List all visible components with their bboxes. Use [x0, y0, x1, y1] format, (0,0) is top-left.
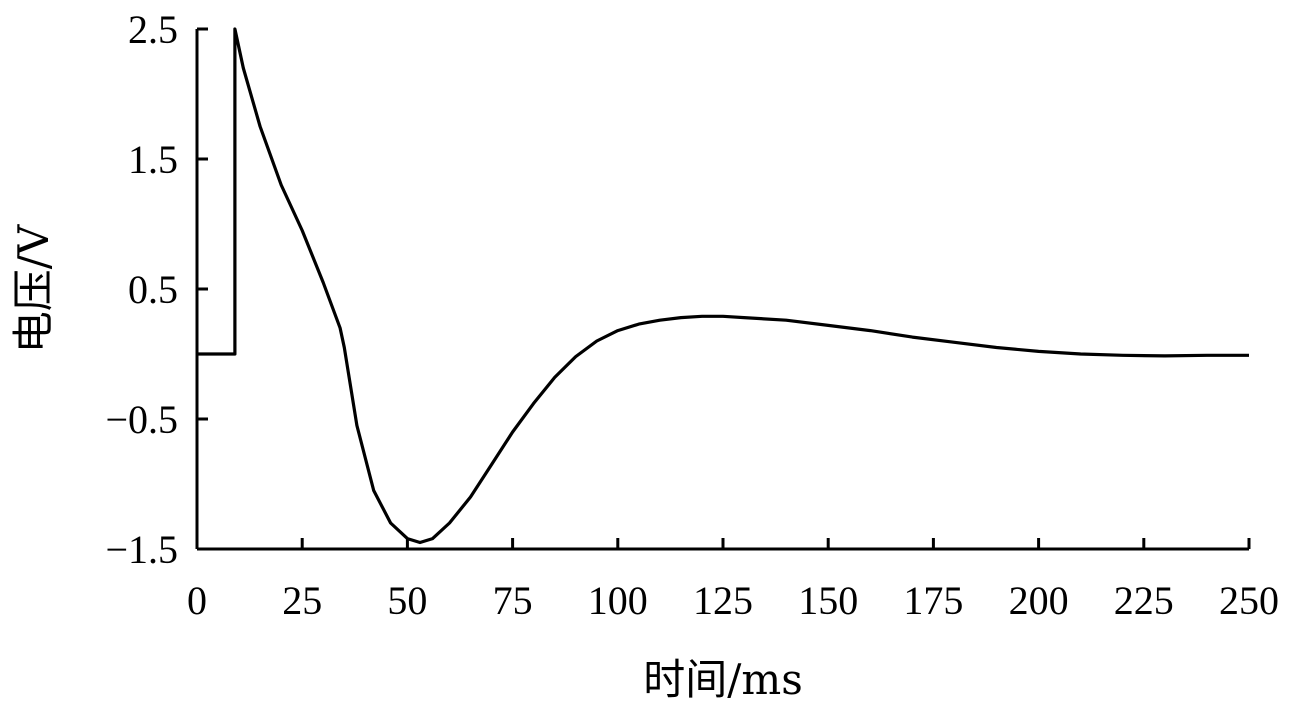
- x-tick-label: 225: [1114, 578, 1174, 623]
- x-tick-label: 250: [1219, 578, 1279, 623]
- series-group: [197, 27, 1249, 545]
- y-tick-label: 1.5: [128, 137, 178, 182]
- axes: [195, 29, 1249, 551]
- x-tick-label: 0: [187, 578, 207, 623]
- x-tick-label: 175: [903, 578, 963, 623]
- x-tick-label: 50: [387, 578, 427, 623]
- tick-group: 0 25 50 75 100 125 150 175 200 225 250 −1.5 −0.5 0.5 1…: [105, 7, 1279, 623]
- x-axis-label: 时间/ms: [643, 655, 803, 704]
- x-tick-label: 125: [693, 578, 753, 623]
- x-tick-label: 150: [798, 578, 858, 623]
- y-tick-label: 0.5: [128, 267, 178, 312]
- y-tick-label: −0.5: [105, 397, 178, 442]
- series-line: [197, 27, 1249, 545]
- y-tick-label: 2.5: [128, 7, 178, 52]
- x-tick-label: 200: [1009, 578, 1069, 623]
- y-axis-label: 电压/V: [9, 224, 58, 353]
- x-tick-label: 100: [588, 578, 648, 623]
- x-tick-label: 75: [493, 578, 533, 623]
- x-tick-label: 25: [282, 578, 322, 623]
- y-tick-label: −1.5: [105, 527, 178, 572]
